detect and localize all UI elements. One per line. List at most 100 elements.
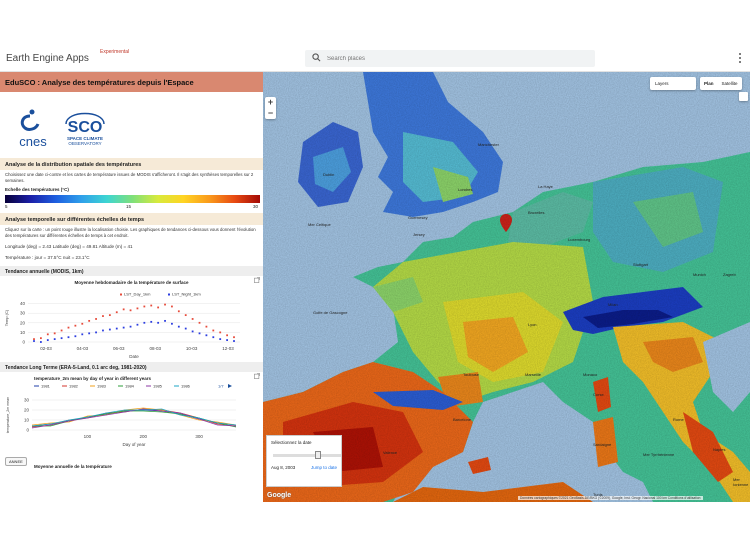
app-title[interactable]: Earth Engine Apps Experimental [6, 49, 129, 64]
y-axis-label: Temp (C) [4, 309, 9, 326]
map-type-satellite[interactable]: Satellite [721, 81, 738, 86]
logos: cnes SCO SPACE CLIMATE OBSERVATORY [0, 92, 263, 158]
data-point [88, 319, 91, 322]
series-line [31, 408, 237, 427]
search-input[interactable] [327, 52, 577, 65]
data-point [129, 309, 132, 312]
city-label: Monaco [583, 372, 598, 377]
x-tick-label: 200 [139, 434, 147, 439]
left-panel: EduSCO : Analyse des températures depuis… [0, 72, 263, 502]
data-point [67, 326, 70, 329]
data-point [108, 314, 111, 317]
city-label: Naples [713, 447, 726, 452]
data-point [122, 326, 125, 329]
legend-swatch [120, 293, 122, 296]
data-point [184, 327, 187, 330]
data-point [81, 322, 84, 325]
slider-track[interactable] [273, 454, 341, 457]
map-type-plan[interactable]: Plan [704, 81, 714, 86]
data-point [46, 333, 49, 336]
series-line [32, 410, 237, 428]
y-tick-label: 30 [20, 311, 26, 316]
data-point [219, 338, 222, 341]
legend-swatch [168, 293, 170, 296]
y-tick-label: 10 [20, 330, 26, 335]
data-point [226, 339, 229, 341]
open-in-new-icon[interactable] [254, 277, 260, 283]
y-tick-label: 30 [24, 398, 30, 403]
annual-chart-title: Moyenne hebdomadaire de la température d… [74, 280, 189, 285]
data-point [81, 333, 84, 336]
legend-next-icon [228, 384, 232, 388]
legend-label: 1986 [181, 384, 191, 389]
y-tick-label: 0 [26, 428, 29, 433]
top-bar: Earth Engine Apps Experimental [0, 45, 750, 72]
x-tick-label: 100 [84, 434, 92, 439]
legend-label: 1984 [125, 384, 135, 389]
city-label: Tunis [593, 492, 603, 497]
map-attribution[interactable]: Données cartographiques ©2021 GeoBasis-D… [518, 496, 703, 500]
data-point [143, 321, 146, 324]
series-line [31, 409, 237, 427]
longterm-chart-svg: 0 10 20 30 100 200 300 temperature_2m mean Day o… [6, 384, 237, 447]
legend-label: 1983 [97, 384, 107, 389]
open-in-new-icon[interactable] [254, 373, 260, 379]
map-type-control: Plan Satellite [700, 77, 742, 90]
city-label: Guernesey [408, 215, 428, 220]
date-value: Aug 8, 2003 [271, 465, 296, 470]
data-point [191, 330, 194, 333]
city-label: Manchester [478, 142, 499, 147]
legend-label: 1985 [153, 384, 163, 389]
temperature-colorbar [5, 195, 260, 203]
data-point [157, 306, 160, 309]
x-axis-label: Day of year [122, 442, 146, 447]
layers-button[interactable]: Layers [650, 77, 696, 90]
year-select[interactable]: ANNEE [5, 457, 27, 466]
data-point [226, 334, 229, 337]
data-point [198, 332, 201, 335]
google-logo: Google [267, 492, 292, 499]
date-slider[interactable] [271, 449, 341, 459]
data-point [60, 337, 63, 340]
city-label: Barcelone [453, 417, 472, 422]
city-label: Golfe de Gascogne [313, 310, 348, 315]
x-tick-label: 10-03 [186, 346, 198, 351]
slider-handle[interactable] [315, 451, 321, 459]
more-vert-icon[interactable] [738, 53, 742, 64]
svg-text:OBSERVATORY: OBSERVATORY [68, 141, 101, 146]
data-point [102, 329, 104, 332]
scale-label: Echelle des températures (°C) [5, 187, 69, 192]
spatial-heading: Analyse de la distribution spatiale des … [0, 158, 263, 170]
data-point [177, 325, 180, 328]
city-label: Munich [693, 272, 706, 277]
data-point [39, 337, 42, 340]
zoom-in-button[interactable]: + [267, 97, 274, 107]
data-point [205, 325, 208, 328]
data-point [157, 321, 160, 324]
x-tick-label: 300 [195, 434, 203, 439]
data-point [122, 308, 125, 311]
legend-label: 1981 [41, 384, 51, 389]
data-point [95, 318, 97, 320]
data-point [95, 331, 97, 334]
longterm-heading: Tendance Long Terme (ERA-5-Land, 0.1 arc… [0, 362, 263, 372]
jump-to-date-link[interactable]: Jump to date [310, 465, 337, 470]
data-point [115, 311, 118, 314]
data-point [150, 304, 153, 307]
data-point [74, 324, 77, 327]
city-label: Mer Tyrrhénienne [643, 452, 675, 457]
map-view[interactable]: Manchester Dublin La Haye Londres Bruxelles L… [263, 72, 750, 502]
data-point [33, 338, 35, 341]
data-point [39, 341, 42, 343]
scale-max: 30 [253, 204, 259, 209]
data-point [129, 325, 132, 328]
fullscreen-icon[interactable] [739, 92, 748, 101]
data-point [184, 314, 187, 317]
data-point [205, 334, 208, 337]
date-label: Sélectionnez la date [271, 440, 312, 445]
search-box[interactable] [305, 50, 595, 67]
city-label: Marseille [525, 372, 542, 377]
zoom-out-button[interactable]: − [267, 108, 274, 118]
experimental-badge: Experimental [100, 49, 130, 55]
year-select-row: ANNEE [0, 450, 263, 466]
